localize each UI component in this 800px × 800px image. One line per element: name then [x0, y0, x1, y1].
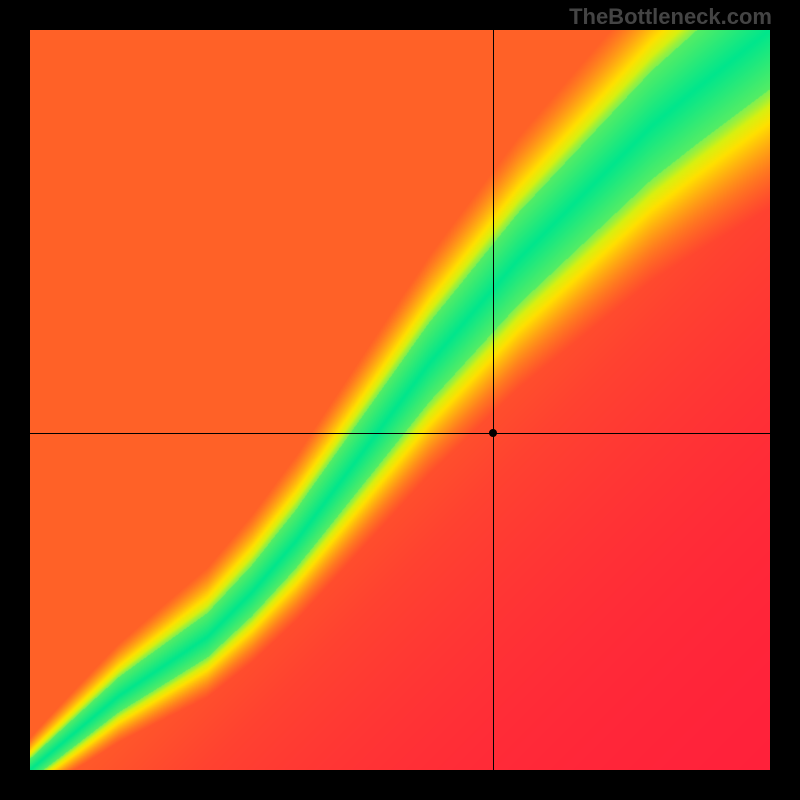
crosshair-horizontal	[30, 433, 770, 434]
crosshair-dot	[489, 429, 497, 437]
watermark-text: TheBottleneck.com	[569, 4, 772, 30]
heatmap-plot	[30, 30, 770, 770]
crosshair-vertical	[493, 30, 494, 770]
heatmap-canvas	[30, 30, 770, 770]
